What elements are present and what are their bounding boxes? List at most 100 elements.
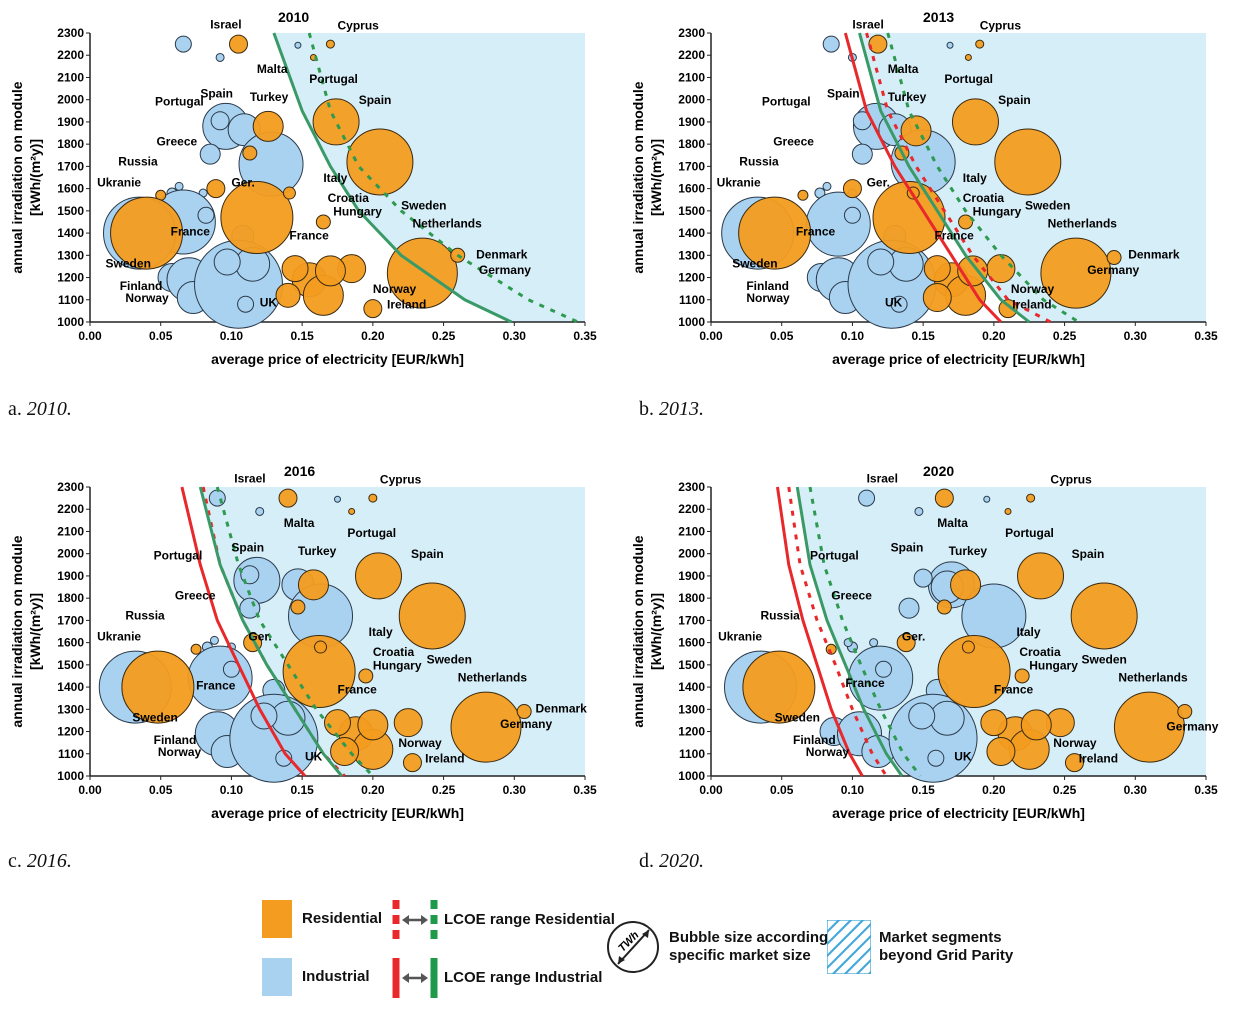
legend-lcoe-residential-label: LCOE range Residential	[444, 911, 615, 928]
x-tick-label: 0.30	[1124, 783, 1148, 797]
industrial-bubble	[848, 645, 914, 711]
country-label: Ukranie	[718, 629, 762, 643]
country-label: France	[171, 224, 211, 238]
country-label: Portugal	[347, 526, 396, 540]
country-label: Finland	[746, 279, 789, 293]
x-tick-label: 0.05	[770, 783, 794, 797]
y-tick-label: 2000	[57, 547, 84, 561]
residential-bubble	[868, 34, 888, 54]
y-tick-label: 2100	[678, 70, 705, 84]
country-label: Portugal	[762, 94, 811, 108]
y-tick-label: 1900	[678, 115, 705, 129]
residential-bubble	[1017, 552, 1065, 600]
industrial-bubble	[213, 248, 241, 276]
x-tick-label: 0.10	[841, 329, 865, 343]
country-label: Italy	[369, 625, 393, 639]
x-tick-label: 0.00	[78, 329, 102, 343]
y-tick-label: 1300	[57, 702, 84, 716]
x-tick-label: 0.25	[432, 329, 456, 343]
country-label: Croatia	[1019, 645, 1061, 659]
country-label: Croatia	[373, 645, 415, 659]
x-tick-label: 0.00	[78, 783, 102, 797]
residential-bubble	[1020, 709, 1052, 741]
industrial-bubble	[914, 506, 924, 516]
lcoe-residential-green-line	[307, 32, 579, 324]
residential-bubble	[282, 186, 296, 200]
country-label: Germany	[1166, 719, 1218, 733]
chart-title: 2020	[923, 463, 954, 479]
industrial-bubble	[929, 700, 965, 736]
country-label: Cyprus	[1050, 473, 1092, 487]
y-tick-label: 1800	[57, 591, 84, 605]
residential-bubble	[278, 488, 298, 508]
residential-bubble	[922, 283, 952, 313]
residential-bubble	[398, 582, 466, 650]
x-tick-label: 0.30	[503, 329, 527, 343]
residential-bubble	[1040, 237, 1112, 309]
legend-bubble-label: Bubble size according to specific market…	[669, 929, 847, 965]
y-tick-label: 1300	[57, 248, 84, 262]
y-tick-label: 1000	[57, 315, 84, 329]
residential-bubble	[998, 299, 1018, 319]
country-label: Spain	[891, 540, 924, 554]
y-tick-label: 1400	[678, 680, 705, 694]
legend-residential-label: Residential	[302, 910, 383, 927]
country-label: France	[994, 683, 1034, 697]
y-tick-label: 2000	[57, 93, 84, 107]
residential-bubble	[315, 214, 331, 230]
legend-market-line1: Market segments	[879, 929, 1002, 946]
legend-lcoe-industrial: LCOE range Industrial	[392, 958, 602, 998]
residential-bubble	[402, 753, 422, 773]
y-axis-title-line2: [kWh/(m²y)]	[648, 139, 664, 216]
x-tick-label: 0.25	[1053, 329, 1077, 343]
x-axis-title: average price of electricity [EUR/kWh]	[211, 351, 464, 367]
y-tick-label: 1200	[678, 725, 705, 739]
y-axis-title-line1: annual irradiation on module	[9, 81, 25, 273]
country-label: Hungary	[973, 204, 1022, 218]
industrial-bubble	[237, 295, 255, 313]
country-label: UK	[954, 749, 972, 763]
bubble-size-icon: TWh	[607, 921, 659, 973]
y-tick-label: 2000	[678, 93, 705, 107]
country-label: Spain	[827, 86, 860, 100]
y-tick-label: 2200	[678, 48, 705, 62]
x-axis-title: average price of electricity [EUR/kWh]	[832, 351, 1085, 367]
y-tick-label: 1800	[678, 591, 705, 605]
industrial-bubble	[983, 495, 991, 503]
y-axis-title-line2: [kWh/(m²y)]	[648, 593, 664, 670]
country-label: Sweden	[106, 257, 151, 271]
country-label: Norway	[806, 745, 850, 759]
residential-bubble	[393, 708, 423, 738]
chart-panel-2020: 1000 1100 1200 1300 1400 1500 1600 1700 1800 1900…	[621, 454, 1242, 874]
residential-bubble	[1177, 704, 1193, 720]
y-tick-label: 1600	[678, 182, 705, 196]
country-label: Sweden	[132, 711, 177, 725]
y-tick-label: 1300	[678, 248, 705, 262]
industrial-bubble	[199, 143, 221, 165]
lcoe-industrial-green-line	[795, 486, 904, 777]
country-label: Israel	[234, 472, 265, 486]
y-tick-label: 2100	[678, 524, 705, 538]
industrial-bubble	[174, 181, 184, 191]
country-label: Sweden	[427, 653, 472, 667]
chart-panel-2010: 1000 1100 1200 1300 1400 1500 1600 1700 1800 1900…	[0, 0, 621, 420]
industrial-bubble	[174, 35, 192, 53]
y-tick-label: 1200	[678, 271, 705, 285]
caption-d: d. 2020.	[639, 850, 704, 873]
y-axis-title-line2: [kWh/(m²y)]	[27, 593, 43, 670]
y-tick-label: 1700	[678, 159, 705, 173]
residential-bubble	[275, 282, 301, 308]
country-label: Finland	[120, 279, 163, 293]
residential-bubble	[281, 255, 309, 283]
chart-title: 2010	[278, 9, 309, 25]
country-label: Turkey	[949, 544, 988, 558]
country-label: Sweden	[775, 711, 820, 725]
country-label: Croatia	[963, 191, 1005, 205]
y-tick-label: 1800	[57, 137, 84, 151]
residential-bubble	[312, 98, 360, 146]
lcoe-industrial-green-line	[272, 32, 513, 324]
caption-b-year: 2013.	[659, 398, 704, 420]
y-axis-title-line1: annual irradiation on module	[630, 81, 646, 273]
y-tick-label: 1700	[678, 613, 705, 627]
country-label: Spain	[411, 547, 444, 561]
